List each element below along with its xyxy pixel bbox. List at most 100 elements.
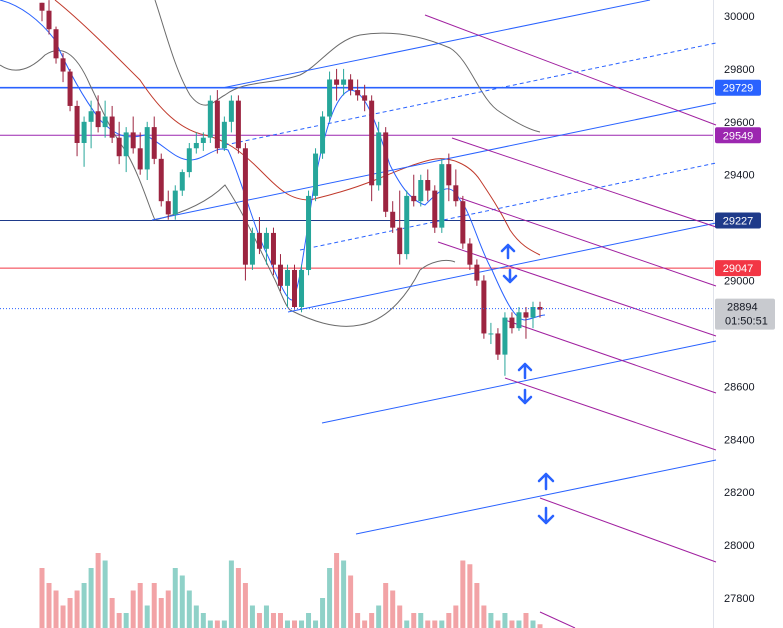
candle [144, 121, 150, 181]
volume-bar [81, 583, 87, 628]
candle-body [172, 190, 178, 215]
candle-body [235, 100, 241, 149]
candle-body [46, 10, 52, 30]
y-tick-label: 28600 [724, 381, 755, 393]
volume-bar [467, 564, 473, 628]
volume-bar [383, 583, 389, 628]
candle [200, 132, 206, 151]
candle-body [383, 132, 389, 212]
volume-bar [341, 560, 347, 628]
candle [439, 158, 445, 233]
candle-body [102, 116, 108, 128]
candle [193, 132, 199, 154]
candle-body [369, 100, 375, 186]
volume-bar [172, 568, 178, 628]
volume-bar [439, 620, 445, 628]
badge-box [715, 127, 761, 144]
volume-bar [425, 620, 431, 628]
candle [214, 90, 220, 154]
candle [151, 116, 157, 165]
candle-body [39, 2, 45, 11]
candle [53, 26, 59, 64]
price-axis[interactable]: 30000 29800 29600 29400 29000 28600 28400 28200… [724, 11, 755, 605]
volume-bar [221, 620, 227, 628]
candle-body [81, 121, 87, 143]
candle-body [467, 243, 473, 265]
desc-line-2 [451, 137, 717, 228]
volume-bar [348, 575, 354, 628]
candle-body [418, 180, 424, 202]
volume-bar [123, 613, 129, 628]
candle-body [425, 180, 431, 191]
y-tick-label: 29400 [724, 170, 755, 182]
volume-bar [95, 553, 101, 628]
candle [523, 307, 529, 339]
candle [67, 68, 73, 112]
candle-body [277, 264, 283, 286]
ma-fast-line [0, 0, 546, 321]
candle [263, 227, 269, 265]
volume-bar [193, 605, 199, 628]
volume-bar [53, 590, 59, 628]
desc-line-8 [539, 611, 576, 628]
candle [235, 95, 241, 154]
countdown-label: 01:50:51 [725, 316, 768, 328]
candle-body [186, 148, 192, 173]
candle-body [474, 264, 480, 281]
volume-bar [376, 605, 382, 628]
candlesticks [39, 0, 543, 376]
candle [327, 71, 333, 122]
volume-bar [362, 620, 368, 628]
candle-body [95, 111, 101, 128]
candle [432, 185, 438, 233]
volume-bar [207, 620, 213, 628]
candle [256, 217, 262, 255]
channel-line-5 [355, 459, 717, 535]
channel-median-2 [299, 162, 717, 251]
volume-bar [355, 613, 361, 628]
candle-body [313, 153, 319, 196]
candle-body [284, 269, 290, 286]
candle [446, 153, 452, 202]
candle-body [516, 312, 522, 329]
candle [516, 307, 522, 331]
candle [172, 185, 178, 220]
candle-body [495, 333, 501, 355]
badge-box [715, 260, 761, 277]
candle [109, 105, 115, 143]
y-tick-label: 28200 [724, 487, 755, 499]
candle-body [341, 79, 347, 85]
moving-averages [0, 0, 546, 321]
y-tick-label: 28000 [724, 540, 755, 552]
current-price-label: 28894 [727, 302, 758, 314]
candle [418, 174, 424, 207]
volume-bar [446, 613, 452, 628]
y-tick-label: 30000 [724, 11, 755, 23]
candle-body [179, 172, 185, 191]
volume-bar [137, 583, 143, 628]
candle [46, 0, 52, 35]
y-tick-label: 29800 [724, 64, 755, 76]
price-badge: 29549 [715, 127, 761, 144]
candle-body [523, 312, 529, 318]
candle-body [460, 201, 466, 244]
badge-label: 29047 [723, 263, 754, 275]
candle-body [249, 232, 255, 265]
candle-body [200, 137, 206, 143]
candle-body [327, 79, 333, 117]
candle [397, 190, 403, 265]
candle [390, 201, 396, 233]
volume-bar [214, 620, 220, 628]
channel-line-3 [287, 222, 717, 313]
candle-body [53, 29, 59, 59]
arrow-marker-2 [517, 362, 533, 405]
desc-line-6 [504, 377, 717, 451]
candle [488, 322, 494, 345]
ascending-channel [151, 0, 717, 535]
volume-bar [158, 598, 164, 628]
candle [502, 312, 508, 376]
candle-body [151, 127, 157, 159]
candle [249, 227, 255, 270]
candle-body [144, 127, 150, 170]
